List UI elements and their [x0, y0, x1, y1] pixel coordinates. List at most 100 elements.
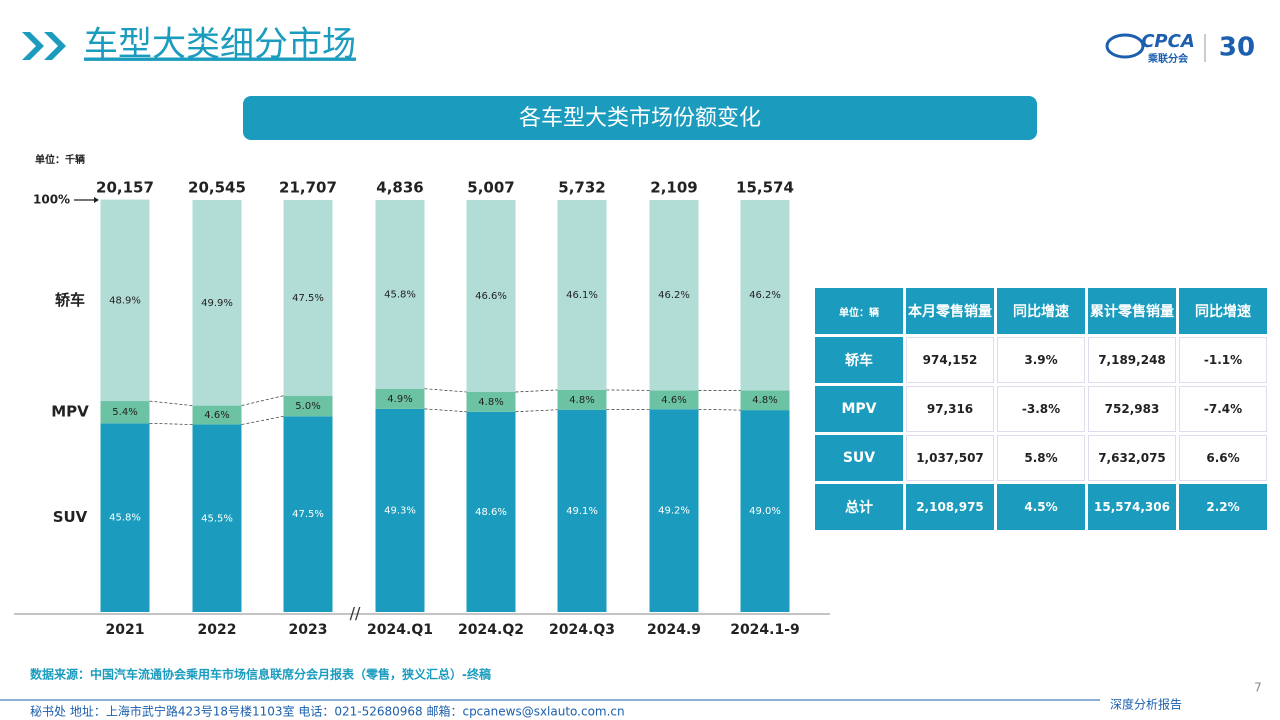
total-label: 20,157 [96, 179, 154, 197]
bar-segment [557, 389, 607, 410]
connector-line [241, 415, 284, 425]
table-cell: 6.6% [1179, 435, 1267, 481]
chart-title-box [243, 96, 1037, 140]
value-label: 5.4% [112, 407, 137, 418]
value-label: 48.6% [475, 507, 507, 518]
header-cell: 单位：辆 [815, 288, 903, 334]
chart-title: 各车型大类市场份额变化 [519, 106, 761, 131]
table-cell: 974,152 [906, 337, 994, 383]
bar-segment [466, 411, 516, 612]
y-tick-label: 100% [33, 193, 70, 207]
value-label: 47.5% [292, 293, 324, 304]
value-label: 45.5% [201, 513, 233, 524]
x-tick-label: 2024.9 [647, 622, 701, 638]
table-cell: -7.4% [1179, 386, 1267, 432]
table-cell: 97,316 [906, 386, 994, 432]
table-cell: 1,037,507 [906, 435, 994, 481]
value-label: 4.8% [569, 395, 594, 406]
table-row: SUV 1,037,507 5.8% 7,632,075 6.6% [815, 435, 1267, 481]
table-row: MPV 97,316 -3.8% 752,983 -7.4% [815, 386, 1267, 432]
bar-segment [375, 388, 425, 409]
connector-line [515, 409, 558, 413]
row-label: MPV [815, 386, 903, 432]
table-cell: 15,574,306 [1088, 484, 1176, 530]
table-cell: 2.2% [1179, 484, 1267, 530]
bar-segment [649, 409, 699, 612]
bar-segment [192, 405, 242, 425]
value-label: 4.8% [752, 395, 777, 406]
bar-segment [557, 200, 607, 390]
header-cell: 本月零售销量 [906, 288, 994, 334]
table-row: 总计 2,108,975 4.5% 15,574,306 2.2% [815, 484, 1267, 530]
value-label: 5.0% [295, 401, 320, 412]
series-label: MPV [51, 403, 89, 421]
total-label: 2,109 [650, 179, 697, 197]
footer-contact: 秘书处 地址：上海市武宁路423号18号楼1103室 电话：021-526809… [30, 704, 625, 719]
value-label: 46.6% [475, 291, 507, 302]
total-label: 21,707 [279, 179, 337, 197]
bar-segment [649, 200, 699, 391]
x-tick-label: 2023 [289, 622, 328, 638]
connector-line [515, 389, 558, 393]
value-label: 45.8% [384, 289, 416, 300]
bar-segment [740, 200, 790, 391]
bar-segment [740, 390, 790, 411]
value-label: 49.2% [658, 506, 690, 517]
value-label: 4.8% [478, 397, 503, 408]
value-label: 49.0% [749, 506, 781, 517]
header-cell: 同比增速 [997, 288, 1085, 334]
value-label: 4.9% [387, 394, 412, 405]
connector-line [149, 400, 193, 406]
x-tick-label: 2024.Q3 [549, 622, 615, 638]
row-label: 总计 [815, 484, 903, 530]
total-label: 4,836 [376, 179, 423, 197]
unit-label: 单位：千辆 [35, 153, 85, 166]
logo-subtitle: 乘联分会 [1147, 52, 1188, 65]
table-row: 轿车 974,152 3.9% 7,189,248 -1.1% [815, 337, 1267, 383]
table-cell: 3.9% [997, 337, 1085, 383]
table-cell: 2,108,975 [906, 484, 994, 530]
table-cell: 752,983 [1088, 386, 1176, 432]
header-cell: 同比增速 [1179, 288, 1267, 334]
bar-segment [466, 200, 516, 392]
value-label: 4.6% [661, 395, 686, 406]
series-label: 轿车 [55, 291, 85, 309]
x-tick-label: 2021 [106, 622, 145, 638]
table-cell: 5.8% [997, 435, 1085, 481]
table-cell: -3.8% [997, 386, 1085, 432]
total-label: 15,574 [736, 179, 794, 197]
connector-line [424, 388, 467, 393]
table-cell: -1.1% [1179, 337, 1267, 383]
bar-segment [100, 423, 150, 612]
series-label: SUV [53, 508, 88, 526]
bar-segment [100, 199, 150, 402]
anniversary-mark: 30 [1219, 33, 1255, 63]
connector-line [698, 408, 741, 411]
x-tick-label: 2022 [198, 622, 237, 638]
total-label: 5,007 [467, 179, 514, 197]
bar-segment [740, 410, 790, 612]
bar-segment [466, 391, 516, 412]
table-cell: 4.5% [997, 484, 1085, 530]
value-label: 49.1% [566, 506, 598, 517]
chevron-icon [22, 32, 66, 60]
row-label: 轿车 [815, 337, 903, 383]
sales-table: 单位：辆 本月零售销量 同比增速 累计零售销量 同比增速 轿车 974,152 3.9% 7,1… [812, 285, 1270, 533]
x-tick-label: 2024.Q1 [367, 622, 433, 638]
bar-segment [649, 390, 699, 410]
table-row: 单位：辆 本月零售销量 同比增速 累计零售销量 同比增速 [815, 288, 1267, 334]
value-label: 46.1% [566, 290, 598, 301]
value-label: 4.6% [204, 410, 229, 421]
bar-segment [557, 409, 607, 612]
axis-break: // [350, 604, 361, 623]
value-label: 47.5% [292, 509, 324, 520]
logo-icon [1105, 33, 1145, 59]
x-tick-label: 2024.Q2 [458, 622, 524, 638]
page-number: 7 [1254, 681, 1262, 695]
tick-arrowhead [94, 197, 99, 203]
bar-segment [283, 200, 333, 396]
connector-line [149, 422, 193, 425]
connector-line [424, 408, 467, 413]
